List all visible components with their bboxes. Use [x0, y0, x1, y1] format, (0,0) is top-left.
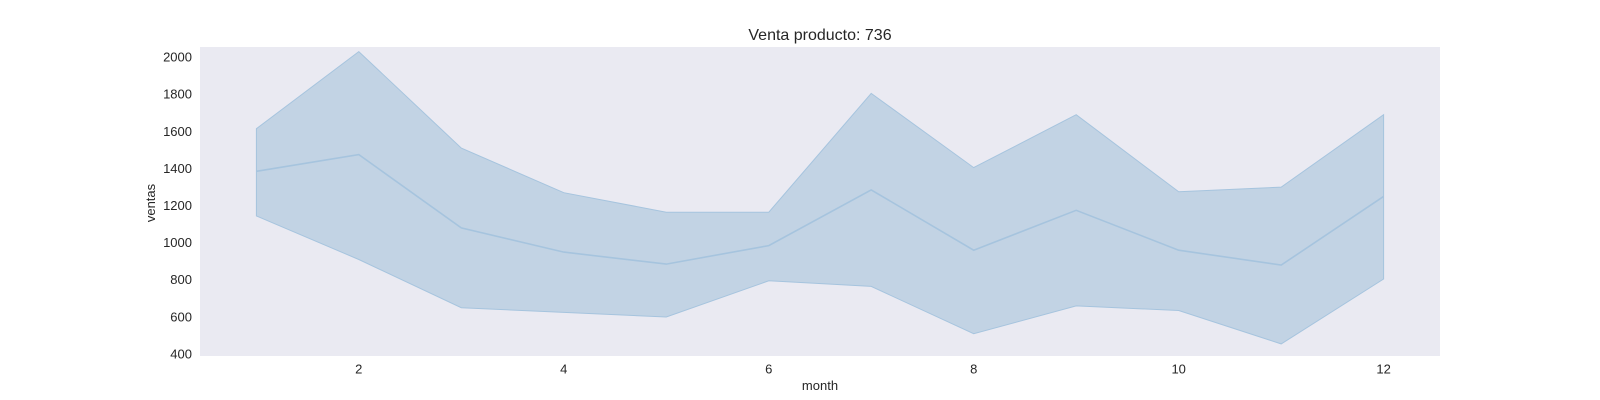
y-tick-label: 400: [170, 347, 192, 362]
x-tick-label: 8: [970, 362, 977, 377]
y-tick-label: 1600: [163, 124, 192, 139]
y-axis-label: ventas: [143, 183, 158, 222]
x-tick-label: 4: [560, 362, 567, 377]
confidence-band-0: [255, 50, 1385, 345]
confidence-band-layer: [255, 50, 1385, 345]
y-tick-label: 1200: [163, 198, 192, 213]
y-tick-label: 800: [170, 272, 192, 287]
x-tick-labels: 2 4 6 8 10 12: [355, 362, 1391, 377]
y-tick-label: 1800: [163, 87, 192, 102]
x-tick-label: 10: [1171, 362, 1185, 377]
series-line-layer: [256, 153, 1385, 266]
x-axis-label: month: [802, 378, 838, 393]
x-tick-label: 2: [355, 362, 362, 377]
y-tick-label: 1400: [163, 161, 192, 176]
y-tick-label: 600: [170, 309, 192, 324]
x-tick-label: 6: [765, 362, 772, 377]
y-tick-label: 2000: [163, 50, 192, 65]
series-line-0: [256, 153, 1385, 266]
y-tick-labels: 400 600 800 1000 1200 1400 1600 1800 2000: [163, 50, 192, 362]
y-tick-label: 1000: [163, 235, 192, 250]
chart-title: Venta producto: 736: [748, 27, 891, 44]
x-tick-label: 12: [1376, 362, 1390, 377]
